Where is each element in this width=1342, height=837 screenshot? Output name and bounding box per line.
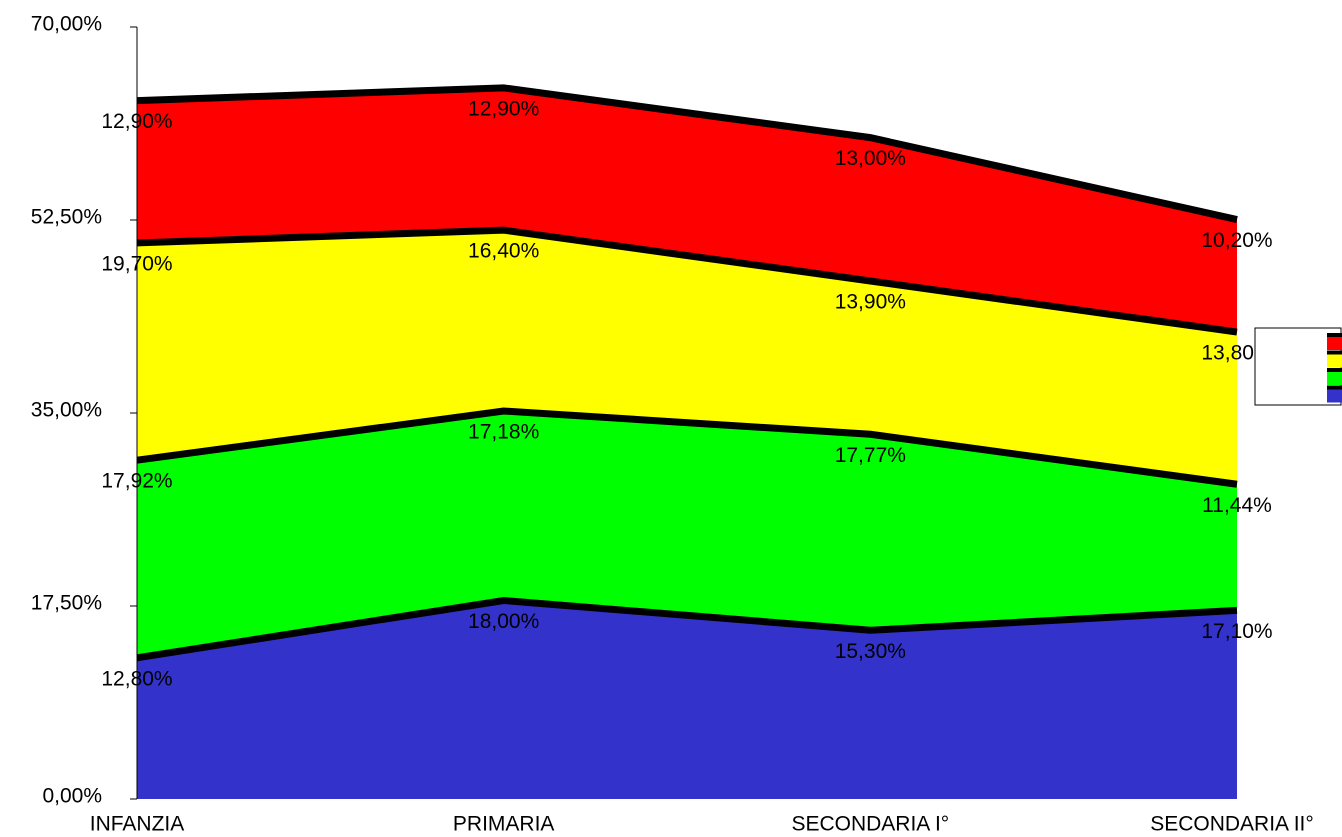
area — [137, 600, 1237, 799]
data-label: 13,00% — [835, 147, 906, 170]
data-label: 17,18% — [468, 421, 539, 444]
y-tick-label: 52,50% — [31, 206, 102, 229]
data-label: 12,90% — [468, 97, 539, 120]
area — [137, 87, 1237, 333]
x-tick-label: SECONDARIA II° — [1150, 813, 1314, 836]
boundary-line — [136, 407, 1238, 488]
y-tick-label: 17,50% — [31, 592, 102, 615]
data-label: 11,44% — [1202, 494, 1272, 517]
boundary-line — [136, 84, 1238, 223]
legend-swatch — [1327, 389, 1342, 403]
data-label: 18,00% — [468, 610, 539, 633]
boundary-line — [136, 226, 1238, 336]
data-label: 13,90% — [835, 291, 906, 314]
legend-swatch — [1327, 372, 1342, 385]
data-label: 15,30% — [835, 640, 906, 663]
y-tick-label: 70,00% — [31, 13, 102, 36]
x-tick-label: PRIMARIA — [453, 813, 555, 836]
legend — [1254, 327, 1342, 406]
x-tick-label: SECONDARIA I° — [791, 813, 949, 836]
boundary-line — [136, 596, 1238, 662]
data-label: 16,40% — [468, 240, 539, 263]
x-tick-label: INFANZIA — [90, 813, 185, 836]
data-label: 17,77% — [835, 444, 906, 467]
data-label: 17,10% — [1201, 620, 1272, 643]
legend-swatch — [1327, 337, 1342, 350]
legend-box — [1254, 327, 1342, 406]
legend-swatch — [1327, 354, 1342, 368]
data-label: 10,20% — [1201, 229, 1272, 252]
y-tick-label: 0,00% — [42, 785, 102, 808]
area — [137, 411, 1237, 658]
y-tick-label: 35,00% — [31, 399, 102, 422]
